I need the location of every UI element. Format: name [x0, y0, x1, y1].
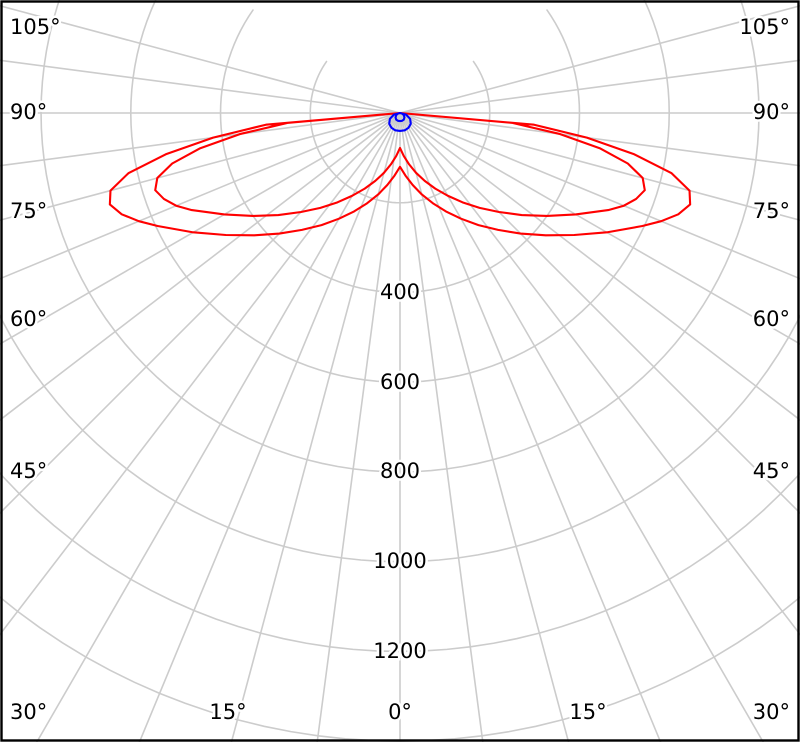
grid-ring-600 [129, 0, 671, 384]
angle-label-right-4: 45° [753, 459, 790, 483]
angle-label-left-5: 30° [10, 700, 47, 724]
angle-label-left-0: 105° [10, 15, 61, 39]
distribution-curves [108, 111, 692, 237]
angle-label-right-1: 90° [753, 100, 790, 124]
radial-tick-label-4: 1200 [373, 639, 426, 663]
angle-label-left-4: 45° [10, 459, 47, 483]
grid-ray-67.5 [399, 112, 800, 280]
angle-label-bottom-right-30: 30° [753, 700, 790, 724]
grid-ring-200 [309, 60, 491, 204]
angle-label-bottom-2: 15° [569, 700, 606, 724]
angle-label-left-2: 75° [10, 199, 47, 223]
grid-ray--67.5 [0, 112, 401, 280]
angle-label-right-2: 75° [753, 199, 790, 223]
angle-label-right-5: 30° [753, 700, 790, 724]
angle-label-bottom-1: 0° [388, 700, 412, 724]
grid-ring-1000 [0, 314, 800, 563]
angle-label-right-3: 60° [753, 307, 790, 331]
curve-c90-c270 [388, 111, 412, 132]
radial-tick-label-2: 800 [380, 459, 420, 483]
radial-tick-label-0: 400 [380, 280, 420, 304]
grid-ray-75.0 [399, 112, 800, 222]
radial-tick-label-1: 600 [380, 370, 420, 394]
grid-ring-1200 [0, 472, 800, 653]
angle-label-left-1: 90° [10, 100, 47, 124]
grid-ray--75.0 [0, 112, 401, 222]
angle-label-left-3: 60° [10, 307, 47, 331]
grid-ring-800 [40, 0, 760, 473]
radial-tick-label-3: 1000 [373, 549, 426, 573]
angle-label-bottom-left-30: 30° [10, 700, 47, 724]
grid-ring-400 [219, 9, 581, 294]
angle-label-right-0: 105° [739, 15, 790, 39]
axis-labels: 105° 90° 75° 60° 45° 30° 105° 90° 75° 60° 45° 30° 15… [8, 13, 793, 727]
angle-label-bottom-0: 15° [209, 700, 246, 724]
